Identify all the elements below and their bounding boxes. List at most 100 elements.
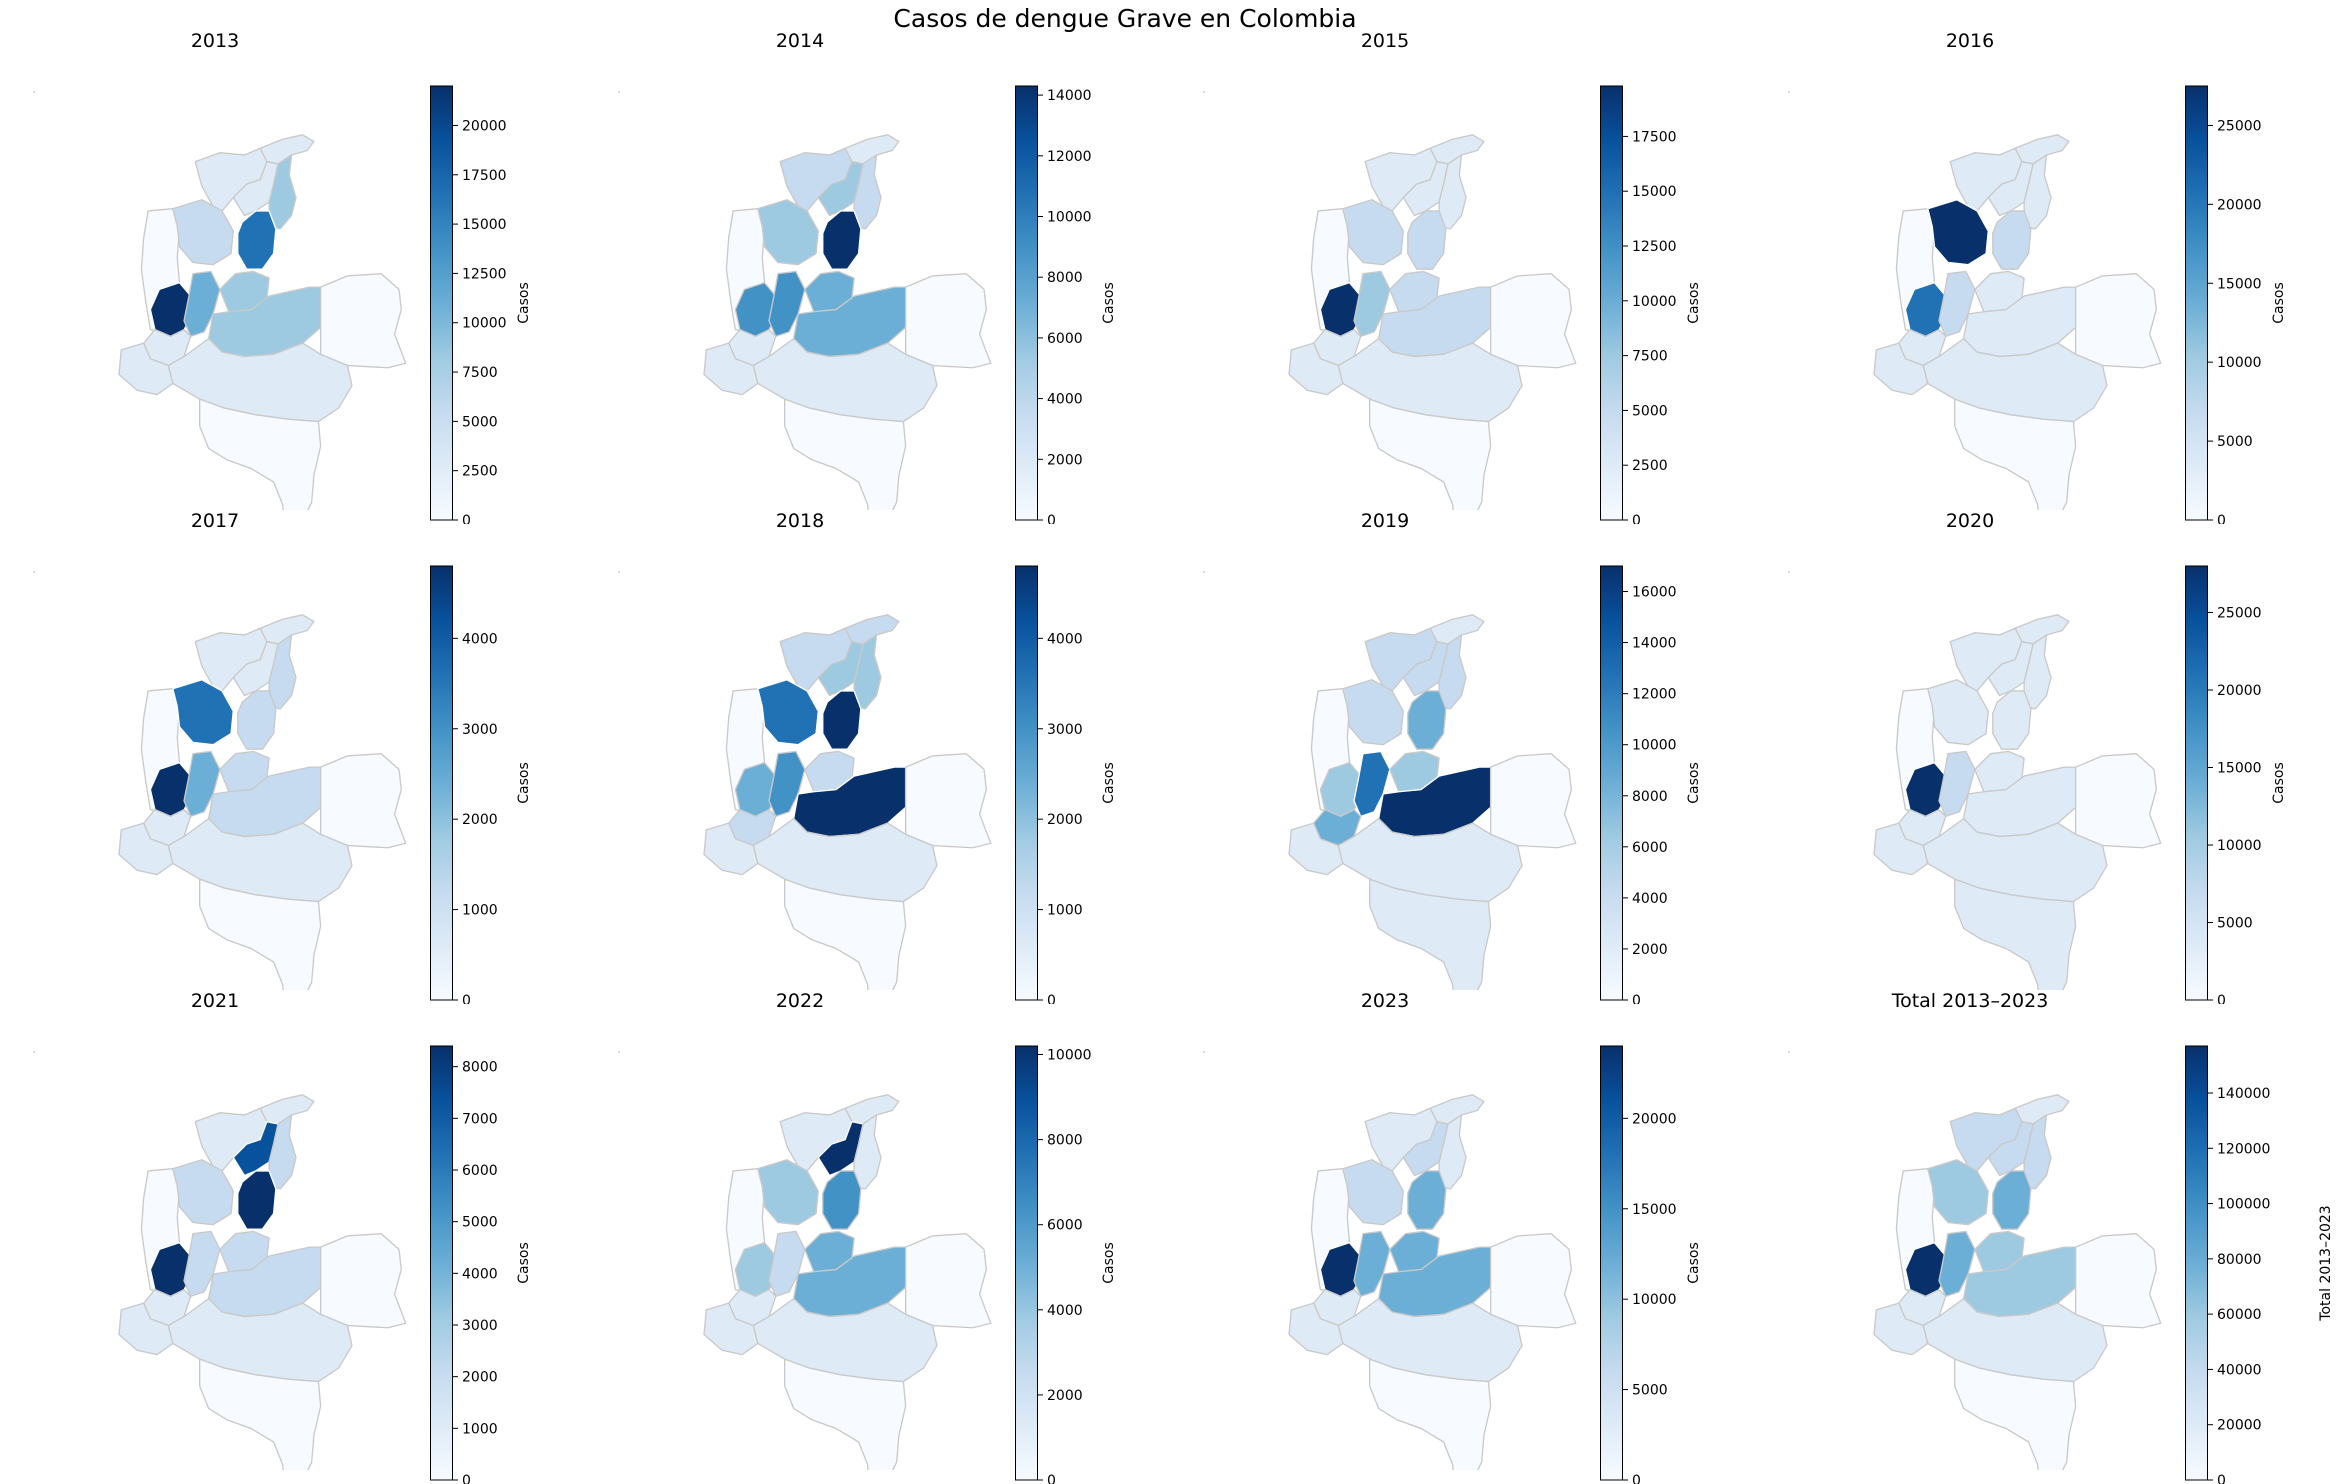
island-marker (1788, 571, 1790, 573)
colorbar-gradient (1015, 1045, 1038, 1481)
department-sur (752, 817, 938, 903)
colorbar-tick-label: 2500 (1632, 458, 1668, 474)
colorbar-tick-label: 12500 (1632, 239, 1677, 255)
department-amazon (784, 398, 907, 510)
choropleth-map (33, 1051, 407, 1470)
department-llanos (904, 273, 992, 369)
department-amazon (199, 878, 322, 990)
colorbar-gradient (1600, 1045, 1623, 1481)
panel-title: 2020 (1945, 510, 1995, 532)
colorbar-label: Casos (2271, 762, 2287, 804)
colorbar-tick-label: 5000 (462, 1215, 498, 1231)
colorbar-tick-label: 12000 (1047, 149, 1092, 165)
map-panel: 2022 0 2000 4000 6000 8000 10000 Casos (605, 988, 1190, 1484)
department-cesar (1438, 1114, 1467, 1190)
department-llanos (904, 753, 992, 849)
department-tolima (1353, 270, 1391, 338)
department-antioquia (1927, 1159, 1989, 1226)
department-sur (752, 1297, 938, 1383)
map-panel: 2018 0 1000 2000 3000 4000 Casos (605, 508, 1190, 1004)
colorbar-tick-label: 16000 (1632, 585, 1677, 601)
colorbar-tick-label: 25000 (2217, 606, 2262, 622)
colorbar-tick-label: 12500 (462, 266, 507, 282)
department-tolima (1938, 750, 1976, 818)
department-tolima (183, 1230, 221, 1298)
colorbar-tick-label: 100000 (2217, 1197, 2270, 1213)
department-llanos (1489, 753, 1577, 849)
department-cesar (853, 154, 882, 230)
island-marker (618, 91, 620, 93)
colorbar-tick-label: 25000 (2217, 118, 2262, 134)
department-cesar (268, 154, 297, 230)
colorbar-tick-label: 1000 (462, 1421, 498, 1437)
colorbar-tick-label: 10000 (1047, 210, 1092, 226)
choropleth-map (1203, 1051, 1577, 1470)
colorbar-tick-label: 60000 (2217, 1307, 2262, 1323)
colorbar-tick-label: 8000 (462, 1060, 498, 1076)
colorbar-label: Casos (1686, 762, 1702, 804)
island-marker (618, 571, 620, 573)
department-llanos (319, 1233, 407, 1329)
department-sur (1337, 337, 1523, 423)
map-panel: 2016 0 5000 10000 15000 20000 25000 Casos (1775, 28, 2340, 524)
department-santander (1992, 210, 2032, 270)
department-amazon (1369, 398, 1492, 510)
choropleth-map (618, 91, 992, 510)
colorbar-tick-label: 4000 (462, 1266, 498, 1282)
department-amazon (784, 1358, 907, 1470)
colorbar-tick-label: 15000 (1632, 184, 1677, 200)
department-amazon (1954, 878, 2077, 990)
department-santander (237, 210, 277, 270)
colorbar-tick-label: 0 (1047, 513, 1056, 524)
department-santander (822, 210, 862, 270)
department-sur (1922, 337, 2108, 423)
panel-title: 2022 (775, 990, 825, 1012)
colorbar-tick-label: 20000 (462, 118, 507, 134)
department-cesar (853, 1114, 882, 1190)
department-cesar (268, 634, 297, 710)
panel-title: 2018 (775, 510, 825, 532)
choropleth-map (618, 571, 992, 990)
department-llanos (904, 1233, 992, 1329)
island-marker (1203, 91, 1205, 93)
colorbar-tick-label: 20000 (2217, 683, 2262, 699)
colorbar-tick-label: 2000 (1047, 1388, 1083, 1404)
department-cesar (2023, 634, 2052, 710)
panel-title: 2015 (1360, 30, 1410, 52)
department-antioquia (172, 199, 234, 266)
colorbar-tick-label: 0 (462, 513, 471, 524)
colorbar-label: Casos (1101, 762, 1117, 804)
department-amazon (1369, 878, 1492, 990)
colorbar: 020000400006000080000100000120000140000T… (2185, 1045, 2334, 1484)
department-antioquia (1342, 1159, 1404, 1226)
department-santander (1407, 690, 1447, 750)
colorbar-tick-label: 3000 (462, 722, 498, 738)
colorbar-gradient (1600, 565, 1623, 1001)
colorbar-tick-label: 4000 (1632, 891, 1668, 907)
colorbar-tick-label: 0 (1047, 993, 1056, 1004)
colorbar: 0 2000 4000 6000 8000 10000 12000 14000 Casos (1015, 85, 1117, 524)
colorbar-tick-label: 10000 (1632, 294, 1677, 310)
colorbar-tick-label: 5000 (462, 414, 498, 430)
department-llanos (2074, 273, 2162, 369)
colorbar-label: Casos (1686, 1242, 1702, 1284)
colorbar-tick-label: 6000 (1047, 1218, 1083, 1234)
panel-title: 2013 (190, 30, 240, 52)
department-amazon (199, 1358, 322, 1470)
colorbar-tick-label: 14000 (1047, 88, 1092, 104)
department-tolima (768, 750, 806, 818)
colorbar: 0 5000 10000 15000 20000 25000 Casos (2185, 565, 2287, 1004)
colorbar-tick-label: 3000 (462, 1318, 498, 1334)
colorbar: 0 2500 5000 7500 10000 12500 15000 17500 Casos (1600, 85, 1702, 524)
map-panel: 2021 0 1000 2000 3000 4000 5000 6000 7000 8000 Cas… (20, 988, 605, 1484)
choropleth-map (1788, 1051, 2162, 1470)
panel-title: 2023 (1360, 990, 1410, 1012)
colorbar-tick-label: 20000 (1632, 1111, 1677, 1127)
map-panel: 2014 0 2000 4000 6000 8000 10000 12000 14000 Caso… (605, 28, 1190, 524)
island-marker (1203, 571, 1205, 573)
colorbar-gradient (1015, 85, 1038, 521)
map-panel: 2013 0 2500 5000 7500 10000 12500 15000 17500 200… (20, 28, 605, 524)
colorbar-tick-label: 15000 (2217, 761, 2262, 777)
colorbar-tick-label: 8000 (1047, 270, 1083, 286)
colorbar-tick-label: 5000 (2217, 434, 2253, 450)
